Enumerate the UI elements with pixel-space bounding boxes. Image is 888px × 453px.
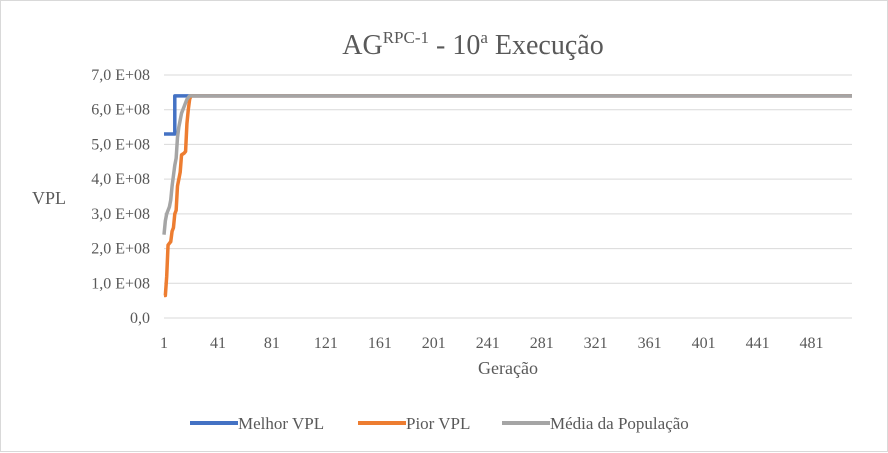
y-tick-label: 2,0 E+08: [91, 241, 150, 258]
x-tick-label: 321: [584, 335, 608, 352]
x-tick-label: 361: [638, 335, 662, 352]
y-tick-label: 1,0 E+08: [91, 275, 150, 292]
series-line-melhor-vpl: [164, 94, 852, 136]
x-tick-label: 281: [530, 335, 554, 352]
y-axis-tick-labels: 0,0 1,0 E+08 2,0 E+08 3,0 E+08 4,0 E+08 5,0 E…: [91, 67, 150, 327]
title-rest: - 10: [429, 30, 480, 61]
y-tick-label: 5,0 E+08: [91, 136, 150, 153]
legend: Melhor VPL Pior VPL Média da População: [190, 414, 689, 433]
y-tick-label: 6,0 E+08: [91, 102, 150, 119]
x-tick-label: 441: [746, 335, 770, 352]
x-tick-label: 201: [422, 335, 446, 352]
series-line-pior-vpl: [163, 94, 852, 298]
y-tick-label: 0,0: [130, 310, 150, 327]
y-tick-label: 3,0 E+08: [91, 206, 150, 223]
legend-label-melhor-vpl: Melhor VPL: [238, 414, 324, 433]
chart-title: AGRPC-1 - 10a Execução: [342, 28, 603, 61]
x-axis-tick-labels: 1 41 81 121 161 201 241 281 321 361 401 441 481: [160, 335, 824, 352]
x-tick-label: 41: [210, 335, 226, 352]
series-lines: [162, 94, 852, 298]
x-tick-label: 121: [314, 335, 338, 352]
x-tick-label: 1: [160, 335, 168, 352]
title-base: AG: [342, 30, 382, 61]
gridlines: [164, 74, 852, 284]
x-tick-label: 401: [692, 335, 716, 352]
x-tick-label: 81: [264, 335, 280, 352]
y-tick-label: 7,0 E+08: [91, 67, 150, 84]
x-axis-title: Geração: [478, 358, 538, 378]
title-superscript: RPC-1: [383, 28, 429, 47]
legend-label-media-da-populacao: Média da População: [550, 414, 689, 433]
legend-label-pior-vpl: Pior VPL: [406, 414, 470, 433]
x-tick-label: 481: [800, 335, 824, 352]
y-tick-label: 4,0 E+08: [91, 171, 150, 188]
x-tick-label: 161: [368, 335, 392, 352]
series-line-media-da-populacao: [162, 94, 852, 235]
x-tick-label: 241: [476, 335, 500, 352]
title-tail: Execução: [488, 30, 604, 61]
title-rest-superscript: a: [480, 28, 488, 47]
y-axis-title: VPL: [32, 188, 66, 208]
